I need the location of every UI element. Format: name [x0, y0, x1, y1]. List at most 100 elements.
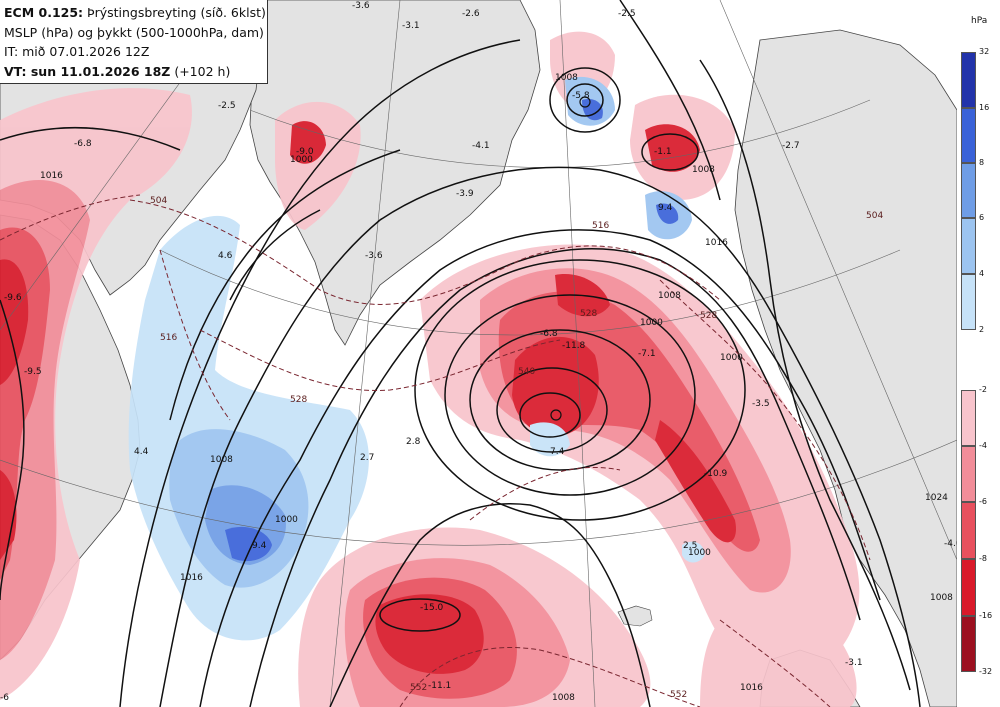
- change-label: -11.8: [562, 341, 586, 351]
- isobar-6: [169, 149, 401, 421]
- isobar-low-central-3: [469, 329, 651, 471]
- change-label: -6.8: [540, 329, 558, 339]
- isobar-label: 1008: [555, 73, 578, 83]
- model-name: ECM 0.125:: [4, 5, 84, 20]
- valid-time-line: VT: sun 11.01.2026 18Z (+102 h): [4, 62, 263, 82]
- thickness-label: 528: [580, 309, 597, 319]
- change-label: 4.6: [218, 251, 233, 261]
- low-center-north: [579, 96, 591, 108]
- graticule-meridian-2: [329, 0, 401, 707]
- thickness-3: [159, 249, 231, 421]
- change-label: -2.6: [462, 9, 480, 19]
- change-label: 2.5: [683, 541, 697, 551]
- change-label: -10.9: [704, 469, 728, 479]
- isobar-label: 1016: [705, 238, 728, 248]
- fall-area-central-deep2: [655, 420, 736, 543]
- change-label: -3.1: [845, 658, 863, 668]
- change-label: -11.1: [428, 681, 451, 691]
- fall-area-west-deep2: [0, 470, 17, 560]
- isobar-7: [229, 209, 321, 301]
- isobars: [0, 0, 921, 707]
- isobar-1: [199, 229, 881, 707]
- change-label: -5.8: [572, 91, 590, 101]
- isobar-8: [699, 59, 911, 691]
- isobar-11: [619, 0, 721, 201]
- thickness-label-layer: 504 516 528 516 552 540 528 552 528 504: [150, 196, 883, 700]
- isobar-low-ne: [641, 133, 699, 171]
- rise-tick: 8: [979, 158, 985, 167]
- isobar-9: [0, 299, 25, 601]
- pressure-change-shading: [0, 31, 860, 707]
- fall-tick: -6: [979, 497, 987, 506]
- change-label: -3.5: [752, 399, 770, 409]
- isobar-4: [119, 39, 521, 707]
- thickness-label: 516: [160, 333, 177, 343]
- change-label: -3.6: [365, 251, 383, 261]
- fall-swatch: [961, 559, 976, 616]
- thickness-7: [719, 619, 831, 707]
- low-centers: [550, 96, 591, 421]
- rise-area-main-deep: [225, 526, 272, 562]
- thickness-lines: [0, 194, 871, 707]
- isobar-label: 1024: [925, 493, 948, 503]
- thickness-5: [469, 466, 621, 521]
- change-label: -2.5: [218, 101, 236, 111]
- isobar-label: 1016: [180, 573, 203, 583]
- rise-tick: 32: [979, 47, 990, 56]
- isobar-label: 1008: [210, 455, 233, 465]
- isobar-label: 1008: [930, 593, 953, 603]
- rise-swatch: [961, 274, 976, 330]
- fall-area-west-deep: [0, 259, 29, 385]
- rise-swatch: [961, 108, 976, 163]
- init-time-line: IT: mið 07.01.2026 12Z: [4, 44, 150, 59]
- change-label: -3.9: [456, 189, 474, 199]
- isobar-label: 1000: [290, 155, 313, 165]
- rise-tick: 6: [979, 213, 985, 222]
- fall-tick: -32: [979, 667, 993, 676]
- thickness-1: [129, 199, 721, 305]
- fall-area-gl-west-core: [290, 121, 326, 164]
- change-label: -9.0: [296, 147, 314, 157]
- valid-time: VT: sun 11.01.2026 18Z: [4, 63, 171, 79]
- fields-line: MSLP (hPa) og þykkt (500-1000hPa, dam): [4, 24, 264, 40]
- isobar-label-layer: 1016 1008 1000 1000 1008 1016 1008 1000 …: [40, 73, 953, 703]
- isobar-2: [249, 248, 861, 707]
- fall-area-se: [700, 609, 857, 707]
- change-label: -2.7: [782, 141, 800, 151]
- isobar-low-n-2: [549, 67, 621, 133]
- graticule-arc-1: [159, 249, 901, 336]
- rise-swatch: [961, 52, 976, 108]
- thickness-label: 552: [410, 683, 427, 693]
- isobar-label: 1016: [40, 171, 63, 181]
- isobar-low-central-2: [496, 367, 608, 453]
- thickness-label: 552: [670, 690, 687, 700]
- colorbar-legend: hPa 32 16 8 6 4 2 -2 -4 -6 -8 -16 -32: [957, 0, 1000, 707]
- isobar-low-n-1: [566, 83, 604, 117]
- fall-area-south-deep: [375, 594, 484, 674]
- legend-unit: hPa: [971, 16, 988, 26]
- isobar-label: 1000: [688, 548, 711, 558]
- change-label: -6: [0, 693, 9, 703]
- thickness-6: [659, 279, 871, 561]
- thickness-label: 528: [290, 395, 307, 405]
- change-label: 9.4: [658, 203, 673, 213]
- fall-swatch: [961, 446, 976, 502]
- fall-swatch: [961, 502, 976, 559]
- change-label: 4.4: [134, 447, 149, 457]
- change-label: 7.4: [550, 447, 565, 457]
- isobar-label: 1016: [740, 683, 763, 693]
- rise-tick: 2: [979, 325, 985, 334]
- thickness-label: 504: [150, 196, 167, 206]
- product-name: Þrýstingsbreyting (síð. 6klst): [83, 5, 266, 20]
- change-label: 9.4: [252, 541, 267, 551]
- change-label: -7.1: [638, 349, 656, 359]
- rise-swatch: [961, 218, 976, 274]
- graticule-meridian-1: [559, 0, 596, 707]
- change-label: -3.6: [352, 1, 370, 11]
- weather-map: 1016 1008 1000 1000 1008 1016 1008 1000 …: [0, 0, 957, 707]
- change-label: -4.0: [944, 539, 957, 549]
- change-label: -9.5: [24, 367, 42, 377]
- thickness-2: [199, 329, 561, 391]
- change-label: 2.8: [406, 437, 421, 447]
- thickness-4: [399, 647, 701, 707]
